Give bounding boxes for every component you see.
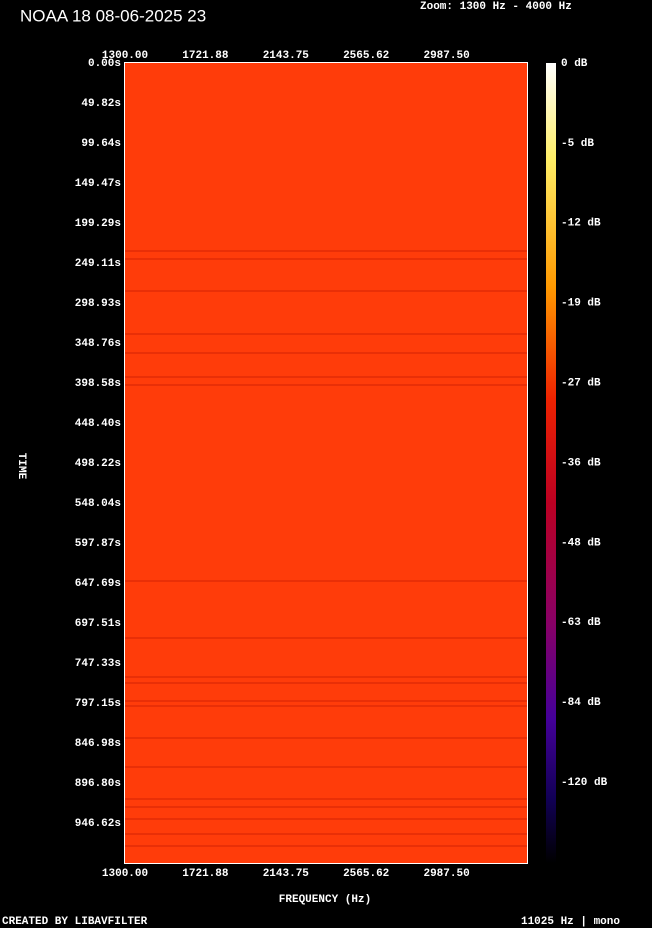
time-label: 0.00s [88,58,121,70]
stripe [125,818,527,820]
time-label: 298.93s [75,298,121,310]
footer-right: 11025 Hz | mono [521,916,620,928]
db-label: -36 dB [561,457,601,469]
freq-label-bottom: 2143.75 [263,868,310,880]
time-label: 149.47s [75,178,121,190]
time-label: 348.76s [75,338,121,350]
freq-label-top: 2143.75 [263,50,310,62]
time-label: 199.29s [75,218,121,230]
freq-label-top: 2565.62 [343,50,389,62]
stripe [125,580,527,582]
stripe [125,250,527,252]
freq-label-top: 1721.88 [182,50,229,62]
time-label: 896.80s [75,778,121,790]
stripe [125,798,527,800]
spectrogram-area [125,63,527,863]
y-axis-label: TIME [15,453,27,480]
time-label: 597.87s [75,538,121,550]
time-label: 398.58s [75,378,121,390]
footer-left: CREATED BY LIBAVFILTER [2,916,148,928]
stripe [125,676,527,678]
db-label: -27 dB [561,378,601,390]
db-label: -12 dB [561,218,601,230]
time-label: 99.64s [81,138,121,150]
time-label: 946.62s [75,818,121,830]
freq-label-bottom: 2987.50 [423,868,469,880]
db-label: -48 dB [561,537,601,549]
stripe [125,845,527,847]
stripe [125,384,527,386]
freq-label-bottom: 1300.00 [102,868,148,880]
stripe [125,682,527,684]
stripe [125,637,527,639]
x-axis-label: FREQUENCY (Hz) [279,894,371,906]
stripe [125,705,527,707]
db-label: -84 dB [561,697,601,709]
spectrogram-border [124,62,528,864]
db-label: 0 dB [561,58,588,70]
time-label: 49.82s [81,98,121,110]
stripe [125,333,527,335]
time-label: 249.11s [75,258,121,270]
stripe [125,806,527,808]
stripe [125,700,527,702]
time-label: 498.22s [75,458,121,470]
time-label: 548.04s [75,498,121,510]
db-label: -120 dB [561,777,608,789]
freq-label-bottom: 1721.88 [182,868,229,880]
stripe [125,258,527,260]
time-label: 797.15s [75,698,121,710]
title: NOAA 18 08-06-2025 23 [20,6,206,25]
time-label: 448.40s [75,418,121,430]
db-label: -19 dB [561,298,601,310]
stripe [125,376,527,378]
stripe [125,290,527,292]
freq-label-top: 2987.50 [423,50,469,62]
stripe [125,833,527,835]
time-label: 647.69s [75,578,121,590]
time-label: 697.51s [75,618,121,630]
freq-label-top: 1300.00 [102,50,148,62]
stripe [125,766,527,768]
time-label: 846.98s [75,738,121,750]
stripe [125,352,527,354]
colorbar [546,63,556,863]
time-label: 747.33s [75,658,121,670]
db-label: -5 dB [561,138,594,150]
db-label: -63 dB [561,617,601,629]
spectrogram [125,63,527,863]
stripe [125,737,527,739]
freq-label-bottom: 2565.62 [343,868,389,880]
zoom-label: Zoom: 1300 Hz - 4000 Hz [420,1,572,13]
